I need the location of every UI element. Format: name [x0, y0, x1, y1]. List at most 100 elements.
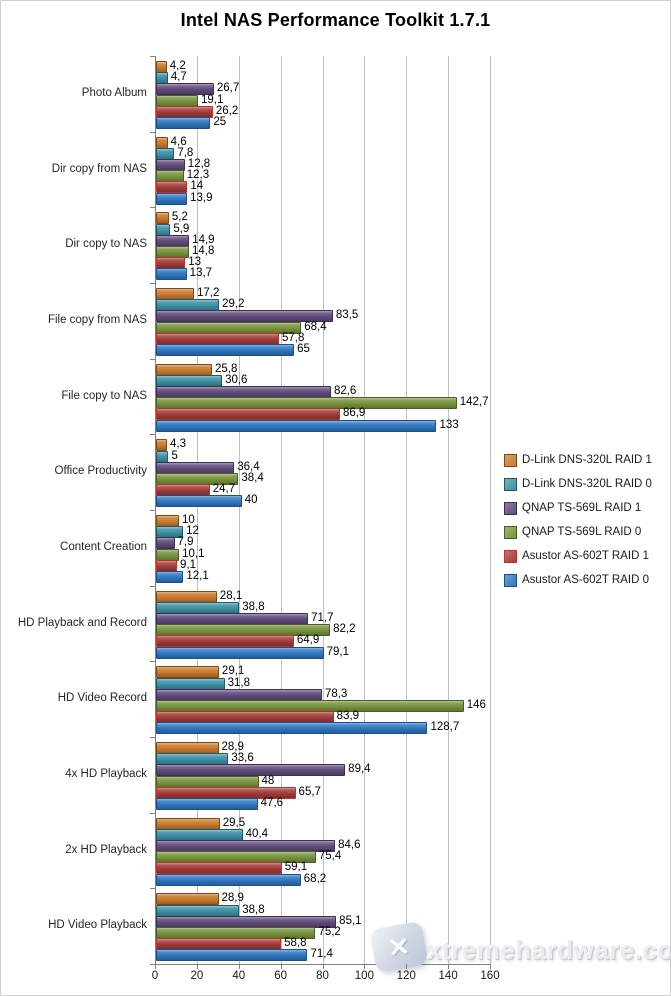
bar — [156, 94, 198, 107]
bar-value-label: 128,7 — [430, 721, 460, 734]
bar-value-label: 57,8 — [282, 331, 305, 344]
bar-value-label: 14,8 — [191, 244, 215, 257]
category-label: HD Playback and Record — [17, 616, 147, 629]
bar-value-label: 12,8 — [187, 158, 211, 171]
bar-value-label: 142,7 — [459, 396, 489, 409]
legend-label: D-Link DNS-320L RAID 1 — [522, 454, 652, 466]
bar — [156, 873, 301, 886]
category-label: Office Productivity — [54, 465, 147, 478]
category-label: File copy from NAS — [47, 313, 147, 326]
bar-value-label: 9,1 — [180, 558, 197, 571]
bar-value-label: 38,8 — [242, 903, 265, 916]
bar-value-label: 13,9 — [190, 191, 213, 204]
bar-value-label: 68,4 — [304, 320, 327, 333]
gridline — [196, 56, 198, 964]
bar-value-label: 10,1 — [182, 547, 205, 560]
y-axis-tick — [150, 358, 155, 360]
gridline — [406, 56, 408, 964]
legend-item: QNAP TS-569L RAID 0 — [504, 520, 652, 544]
x-tick-label: 60 — [274, 970, 288, 982]
bar-value-label: 5,9 — [173, 222, 190, 235]
bar-value-label: 5 — [171, 449, 178, 462]
legend-item: Asustor AS-602T RAID 0 — [504, 568, 652, 592]
category-label: Dir copy from NAS — [51, 162, 147, 175]
bar — [156, 181, 188, 194]
bar-value-label: 85,1 — [339, 914, 362, 927]
bar-value-label: 14 — [190, 180, 204, 193]
watermark-logo-icon: ✕ — [369, 920, 429, 974]
bar — [156, 677, 225, 690]
y-axis-tick — [150, 131, 155, 133]
bar — [156, 332, 280, 345]
bar — [156, 61, 167, 73]
gridline — [238, 56, 240, 964]
bar — [156, 904, 240, 917]
y-axis-tick — [150, 812, 155, 814]
legend-item: D-Link DNS-320L RAID 0 — [504, 472, 652, 496]
bar — [156, 753, 229, 766]
bar-value-label: 30,6 — [225, 373, 248, 386]
legend-item: QNAP TS-569L RAID 1 — [504, 496, 652, 520]
gridline — [280, 56, 282, 964]
bar — [156, 344, 295, 356]
x-axis-tick — [406, 964, 408, 969]
bar-value-label: 7,8 — [177, 146, 194, 159]
bar — [156, 408, 340, 421]
x-tick-label: 120 — [396, 970, 416, 982]
legend-label: Asustor AS-602T RAID 1 — [522, 550, 649, 562]
bar-value-label: 71,7 — [311, 612, 334, 625]
legend-swatch — [504, 453, 517, 467]
bar — [156, 949, 308, 962]
bar-value-label: 83,5 — [335, 309, 359, 322]
bar-value-label: 13,7 — [189, 267, 213, 280]
bar — [156, 147, 175, 160]
bar — [156, 234, 190, 247]
x-axis-tick — [155, 964, 156, 969]
bar-value-label: 79,1 — [326, 645, 349, 658]
x-axis-tick — [448, 964, 450, 969]
bar — [156, 688, 322, 701]
bar-value-label: 24,7 — [212, 483, 236, 496]
legend-swatch — [504, 549, 517, 563]
gridline — [490, 56, 491, 964]
x-axis-tick — [238, 964, 240, 969]
bar-value-label: 40 — [244, 494, 258, 507]
category-label: 2x HD Playback — [65, 843, 147, 856]
bar — [156, 212, 169, 225]
bar — [156, 613, 309, 626]
bar — [156, 450, 169, 463]
bar-value-label: 12,1 — [186, 570, 209, 582]
bar — [156, 817, 220, 830]
legend-label: D-Link DNS-320L RAID 0 — [522, 478, 652, 490]
category-label: 4x HD Playback — [65, 767, 147, 780]
x-tick-label: 0 — [151, 970, 159, 982]
bar-value-label: 4,2 — [169, 60, 186, 72]
bar — [156, 548, 180, 561]
bar-value-label: 36,4 — [237, 460, 260, 473]
bar — [156, 590, 217, 603]
legend-label: QNAP TS-569L RAID 0 — [522, 526, 642, 538]
bar-value-label: 133 — [439, 418, 459, 431]
bar — [156, 257, 186, 270]
x-axis-tick — [196, 964, 198, 969]
bar-value-label: 29,1 — [221, 665, 245, 678]
bar-value-label: 31,8 — [227, 676, 250, 689]
bar — [156, 666, 219, 679]
bar-value-label: 82,2 — [333, 623, 356, 636]
x-tick-label: 80 — [316, 970, 329, 982]
bar — [156, 321, 302, 334]
bar — [156, 363, 213, 376]
bar — [156, 798, 258, 810]
bar-value-label: 29,2 — [222, 298, 245, 311]
bar — [156, 775, 259, 788]
legend-swatch — [504, 525, 517, 539]
bar — [156, 374, 223, 387]
category-label: Photo Album — [81, 86, 147, 99]
y-axis-tick — [150, 661, 155, 663]
bar-value-label: 28,9 — [221, 892, 244, 905]
bar — [156, 299, 220, 312]
x-tick-label: 100 — [354, 970, 374, 982]
bar — [156, 439, 167, 452]
y-axis-tick — [150, 888, 155, 890]
